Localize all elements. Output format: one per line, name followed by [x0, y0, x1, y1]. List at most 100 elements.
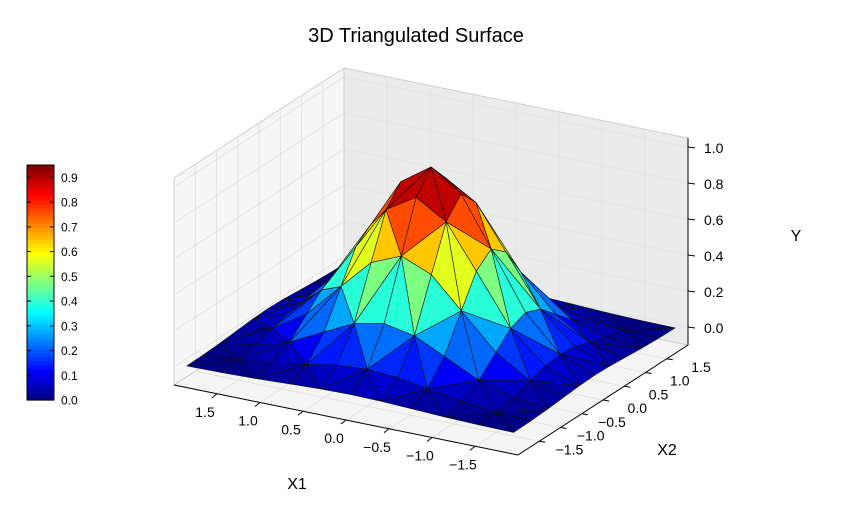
colorbar-segment	[27, 239, 54, 244]
colorbar-segment	[27, 251, 54, 256]
colorbar-tick-label: 0.9	[61, 171, 78, 185]
colorbar-segment	[27, 368, 54, 374]
x-tick-label: 0.0	[324, 430, 344, 446]
x-tick-label: 1.0	[238, 413, 258, 429]
colorbar-tick-label: 0.7	[61, 220, 78, 234]
axis-ticks: −1.5−1.0−0.50.00.51.01.5−1.5−1.0−0.50.00…	[195, 140, 723, 472]
colorbar-segment	[27, 376, 54, 382]
colorbar-tick-label: 0.0	[61, 394, 78, 408]
z-tick-mark	[687, 326, 696, 329]
z-gridline	[173, 184, 689, 296]
y-tick-mark	[666, 358, 673, 361]
x-tick-label: 0.5	[281, 421, 301, 437]
x-tick-mark	[469, 445, 476, 451]
colorbar-segment	[27, 298, 54, 303]
y-tick-label: −1.0	[577, 428, 605, 444]
colorbar-frame	[26, 164, 55, 401]
colorbar-segment	[27, 262, 54, 268]
colorbar-segment	[27, 212, 54, 217]
y-gridline	[194, 164, 540, 442]
colorbar-segment	[27, 317, 54, 323]
x-axis-label: X1	[287, 476, 307, 493]
colorbar-segment	[27, 309, 54, 315]
colorbar-segment	[27, 219, 54, 225]
colorbar: 0.0 0.1 0.2 0.3 0.4 0.5 0.6 0.7 0.8 0.9	[26, 164, 78, 408]
colorbar-segment	[27, 313, 54, 319]
colorbar-segment	[27, 349, 54, 354]
colorbar-segment	[27, 168, 54, 174]
z-tick-mark	[687, 218, 696, 221]
y-axis-label: X2	[657, 442, 677, 459]
colorbar-segment	[27, 172, 54, 178]
colorbar-segment	[27, 294, 54, 299]
colorbar-segment	[27, 282, 54, 288]
z-tick-label: 0.4	[704, 248, 724, 264]
y-tick-label: 1.0	[670, 373, 690, 389]
surface-triangle	[289, 364, 321, 390]
x-tick-mark	[426, 437, 433, 442]
y-tick-mark	[560, 427, 567, 429]
colorbar-segment	[27, 380, 54, 385]
colorbar-segment	[27, 223, 54, 229]
x-tick-mark	[254, 402, 261, 407]
x-tick-mark	[383, 428, 390, 434]
y-tick-label: 1.5	[691, 359, 711, 375]
colorbar-segment	[27, 255, 54, 260]
surface-triangle	[589, 342, 625, 367]
colorbar-segment	[27, 364, 54, 370]
colorbar-segment	[27, 227, 54, 233]
y-tick-label: −0.5	[598, 414, 626, 430]
z-gridline	[173, 112, 689, 224]
colorbar-segment	[27, 266, 54, 272]
colorbar-segment	[27, 286, 54, 291]
colorbar-segment	[27, 341, 54, 346]
z-gridline	[173, 220, 689, 332]
colorbar-segment	[27, 208, 54, 213]
colorbar-segment	[27, 302, 54, 307]
x-tick-mark	[340, 419, 347, 425]
colorbar-segment	[27, 180, 54, 186]
colorbar-segment	[27, 353, 54, 358]
colorbar-segment	[27, 200, 54, 205]
colorbar-segment	[27, 274, 54, 280]
z-tick-mark	[687, 182, 696, 185]
surface-mesh	[186, 166, 676, 433]
z-gridline	[173, 148, 689, 260]
x-tick-label: 1.5	[195, 404, 215, 420]
z-tick-label: 0.6	[704, 212, 724, 228]
x-tick-label: −0.5	[363, 439, 391, 455]
colorbar-segment	[27, 235, 54, 241]
colorbar-segment	[27, 196, 54, 201]
colorbar-tick-label: 0.5	[61, 270, 78, 284]
colorbar-segment	[27, 215, 54, 221]
colorbar-segment	[27, 372, 54, 378]
y-tick-label: 0.0	[628, 400, 648, 416]
colorbar-segment	[27, 306, 54, 311]
colorbar-segment	[27, 204, 54, 209]
y-tick-mark	[581, 413, 588, 416]
y-tick-mark	[645, 372, 652, 374]
chart-title: 3D Triangulated Surface	[308, 25, 524, 47]
z-tick-mark	[687, 146, 696, 149]
colorbar-segment	[27, 192, 54, 197]
colorbar-tick-label: 0.4	[61, 295, 78, 309]
colorbar-segment	[27, 388, 54, 393]
colorbar-segment	[27, 321, 54, 327]
z-gridline	[173, 76, 689, 188]
colorbar-tick-label: 0.3	[61, 319, 78, 333]
z-tick-label: 1.0	[704, 140, 724, 156]
colorbar-tick-label: 0.6	[61, 245, 78, 259]
colorbar-segment	[27, 278, 54, 284]
colorbar-tick-label: 0.8	[61, 196, 78, 210]
surface-triangle	[559, 353, 595, 386]
colorbar-segment	[27, 396, 54, 401]
z-tick-label: 0.0	[704, 320, 724, 336]
colorbar-segment	[27, 259, 54, 264]
colorbar-tick-label: 0.1	[61, 369, 78, 383]
z-tick-mark	[687, 290, 696, 293]
x-tick-mark	[297, 410, 304, 416]
colorbar-segment	[27, 392, 54, 397]
colorbar-segment	[27, 360, 54, 366]
colorbar-segment	[27, 247, 54, 252]
